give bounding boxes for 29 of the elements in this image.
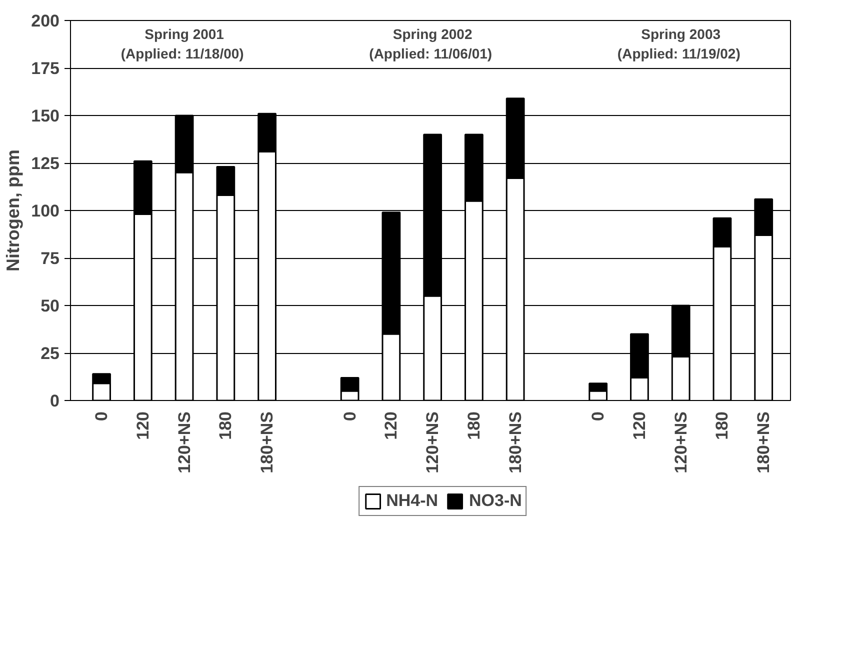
annotation: Spring 2001 (Applied: 11/18/00) (120, 26, 244, 62)
y-tick-label: 200 (31, 12, 60, 30)
x-tick-label: 180 (464, 411, 484, 440)
x-tick-label: 180 (216, 411, 236, 440)
x-tick-label: 180+NS (258, 411, 277, 474)
annotation: Spring 2003 (Applied: 11/19/02) (617, 26, 740, 62)
y-tick-label: 100 (31, 202, 60, 220)
x-tick-label: 120+NS (174, 411, 194, 474)
y-axis-title: Nitrogen, ppm (3, 149, 24, 272)
x-tick-label: 120 (133, 411, 152, 440)
x-tick-label: 0 (92, 411, 112, 421)
y-tick-label: 175 (31, 59, 60, 78)
x-tick-label: 120 (630, 411, 649, 440)
x-tick-label: 0 (340, 411, 360, 421)
y-tick-label: 50 (40, 296, 60, 316)
x-tick-label: 180 (712, 411, 732, 440)
x-tick-label: 0 (588, 411, 608, 421)
x-tick-label: 180+NS (754, 411, 774, 474)
y-tick-label: 125 (31, 154, 60, 173)
legend-label: NO3-N (469, 491, 522, 511)
x-tick-label: 120+NS (423, 411, 442, 474)
annotation: Spring 2002 (Applied: 11/06/01) (369, 26, 492, 62)
x-tick-label: 120 (382, 411, 401, 440)
y-tick-label: 150 (31, 106, 60, 126)
legend-label: NH4-N (386, 491, 438, 511)
x-tick-label: 180+NS (506, 411, 525, 474)
x-tick-label: 120+NS (671, 411, 690, 474)
y-tick-label: 75 (40, 249, 60, 268)
y-tick-label: 25 (40, 344, 60, 363)
